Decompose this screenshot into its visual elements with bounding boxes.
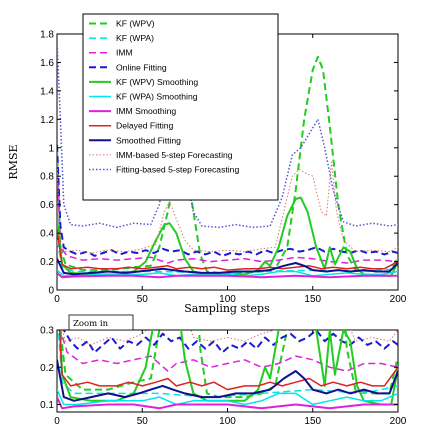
main-y-tick-label: 0.2 [40, 257, 54, 268]
x-axis-label: Sampling steps [184, 302, 270, 315]
zoom-series-imm-smoothing [57, 396, 398, 410]
legend-label-kf-wpv-smoothing: KF (WPV) Smoothing [116, 77, 198, 87]
main-y-axis: 0 0.2 0.4 0.6 0.8 1 1.2 1.4 1.6 1.8 [40, 30, 398, 297]
main-series-kf-wpv [57, 55, 398, 274]
zoom-in-label-box [68, 314, 134, 331]
main-y-tick-label: 1.6 [40, 58, 54, 69]
zoom-chart: 0 50 100 150 200 0.1 0.2 0.3 Zoom in [40, 314, 407, 427]
main-x-tick-label: 0 [54, 294, 60, 305]
zoom-x-tick-label: 100 [219, 416, 236, 427]
zoom-series-group [57, 330, 398, 410]
legend-label-imm: IMM [116, 48, 133, 58]
zoom-series-smoothed-fitting [57, 359, 398, 402]
legend-label-delayed-fitting: Delayed Fitting [116, 121, 174, 131]
legend-label-online-fitting: Online Fitting [116, 62, 167, 72]
zoom-x-tick-label: 50 [137, 416, 149, 427]
main-series-delayed-fitting [57, 230, 398, 271]
main-y-tick-label: 0.8 [40, 172, 54, 183]
main-y-tick-label: 1.2 [40, 115, 54, 126]
zoom-in-label: Zoom in [73, 319, 109, 329]
main-series-fitting-based-5-step-forecasting [57, 41, 398, 229]
zoom-y-tick-label: 0.2 [40, 363, 54, 374]
legend-label-imm-based-5-step-forecasting: IMM-based 5-step Forecasting [116, 150, 233, 160]
zoom-series-kf-wpv-smoothing [59, 330, 398, 406]
legend-label-fitting-based-5-step-forecasting: Fitting-based 5-step Forecasting [116, 165, 239, 175]
legend-label-imm-smoothing: IMM Smoothing [116, 106, 176, 116]
main-series-imm-smoothing [57, 272, 398, 279]
legend-label-kf-wpv: KF (WPV) [116, 19, 155, 29]
zoom-y-tick-label: 0.1 [40, 400, 54, 411]
zoom-x-tick-label: 200 [390, 416, 407, 427]
zoom-series-imm-based-5-step-forecasting [61, 330, 398, 346]
main-series-kf-wpv-smoothing [57, 196, 398, 277]
legend-label-kf-wpa-smoothing: KF (WPA) Smoothing [116, 92, 198, 102]
zoom-x-axis: 0 50 100 150 200 [54, 330, 407, 427]
main-series-imm-based-5-step-forecasting [57, 161, 398, 254]
zoom-series-delayed-fitting [58, 330, 398, 391]
main-y-tick-label: 0.6 [40, 200, 54, 211]
main-x-axis: 0 50 100 150 200 [54, 34, 407, 305]
main-y-tick-label: 1 [48, 143, 54, 154]
y-axis-label: RMSE [7, 144, 20, 179]
zoom-x-tick-label: 150 [304, 416, 321, 427]
main-x-tick-label: 150 [304, 294, 321, 305]
main-x-tick-label: 100 [219, 294, 236, 305]
zoom-series-kf-wpa-smoothing [57, 389, 398, 406]
zoom-y-axis: 0.1 0.2 0.3 [40, 326, 398, 411]
main-y-tick-label: 1.8 [40, 30, 54, 41]
zoom-x-tick-label: 0 [54, 416, 60, 427]
main-y-tick-label: 0.4 [40, 229, 54, 240]
zoom-series-imm [59, 330, 398, 372]
main-x-tick-label: 50 [137, 294, 149, 305]
main-chart: 0 50 100 150 200 00.20.40.60.811.21.41.61.8 … [7, 13, 407, 315]
main-y-tick-label: 1.4 [40, 86, 54, 97]
main-series-group [57, 41, 398, 279]
legend-box [82, 13, 279, 201]
main-series-smoothed-fitting [57, 258, 398, 276]
main-x-tick-label: 200 [390, 294, 407, 305]
legend: KF (WPV) KF (WPA) IMM Online Fitting KF (WPV… [82, 13, 279, 201]
main-y-tick-label: 0 [48, 286, 54, 297]
legend-label-kf-wpa: KF (WPA) [116, 33, 154, 43]
legend-label-smoothed-fitting: Smoothed Fitting [116, 135, 181, 145]
zoom-y-tick-label: 0.3 [40, 326, 54, 337]
